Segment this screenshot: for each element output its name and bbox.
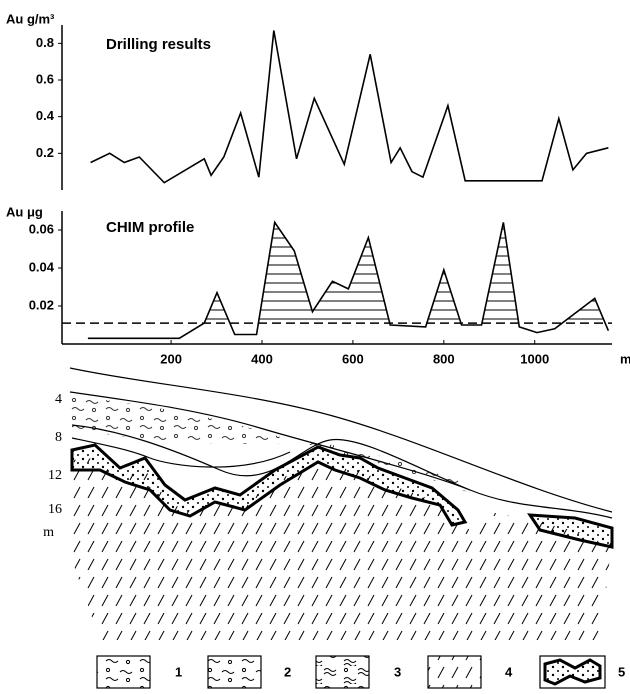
layer-pattern: [70, 395, 470, 493]
depth-tick-label: 12: [48, 468, 62, 483]
y-tick-label: 0.2: [36, 145, 54, 160]
x-tick-label: 400: [251, 351, 273, 366]
depth-label: m: [43, 525, 54, 540]
y-tick-label: 0.8: [36, 35, 54, 50]
y-tick-label: 0.04: [29, 259, 55, 274]
surface: [69, 367, 613, 513]
x-tick-label: 200: [160, 351, 182, 366]
ore-lens: [527, 513, 614, 549]
y-tick-label: 0.4: [36, 108, 55, 123]
cross-section: [69, 367, 614, 640]
x-axis-label: m: [620, 351, 630, 366]
y-tick-label: 0.02: [29, 297, 54, 312]
legend-label: 3: [394, 664, 401, 679]
legend-swatch-zone: [543, 658, 602, 686]
legend-label: 4: [505, 664, 513, 679]
chart-title: CHIM profile: [106, 219, 194, 236]
data-line: [87, 220, 610, 340]
y-axis-label: Au g/m³: [6, 11, 55, 26]
y-axis-label: Au μg: [6, 204, 43, 219]
x-tick-label: 1000: [520, 351, 549, 366]
legend-swatch: [315, 655, 370, 689]
depth-tick-label: 8: [55, 430, 62, 445]
legend-swatch: [96, 655, 151, 689]
chart-title: Drilling results: [106, 36, 211, 53]
y-tick-label: 0.6: [36, 71, 54, 86]
x-tick-label: 800: [433, 351, 455, 366]
legend-swatch: [427, 655, 482, 689]
depth-tick-label: 16: [48, 502, 62, 517]
legend-swatch: [207, 655, 262, 689]
depth-tick-label: 4: [55, 392, 62, 407]
anomaly-hatch: [87, 222, 609, 324]
layer-boundary: [71, 437, 291, 468]
legend-label: 5: [618, 664, 625, 679]
legend: [96, 655, 606, 689]
data-line: [90, 30, 609, 184]
legend-swatch: [539, 655, 606, 689]
legend-label: 2: [284, 664, 291, 679]
legend-label: 1: [175, 664, 182, 679]
y-tick-label: 0.06: [29, 221, 54, 236]
x-tick-label: 600: [342, 351, 364, 366]
ore-zone: [70, 443, 468, 527]
